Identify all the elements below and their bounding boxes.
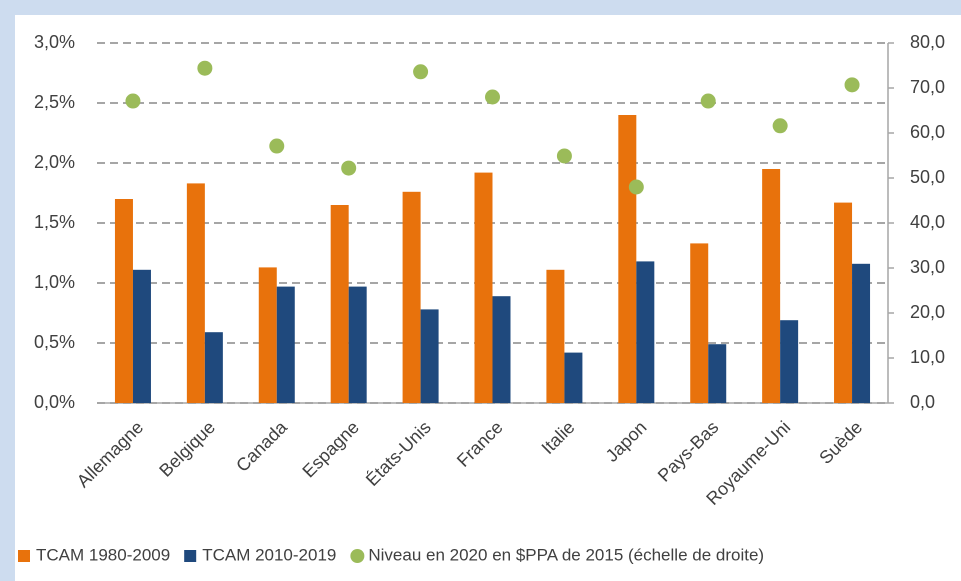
bar	[636, 261, 655, 403]
dot	[197, 60, 213, 76]
bar	[330, 205, 349, 403]
dot	[844, 77, 860, 93]
dot	[700, 93, 716, 109]
y-tick-label: 0,0%	[34, 392, 75, 412]
bar	[204, 332, 223, 403]
bar	[348, 286, 367, 403]
legend-swatch	[350, 549, 365, 563]
bar	[546, 269, 565, 403]
y-tick-label: 0,5%	[34, 332, 75, 352]
legend-swatch	[184, 550, 197, 562]
y2-tick-label: 0,0	[910, 392, 935, 412]
y2-tick-label: 60,0	[910, 122, 945, 142]
bar	[276, 286, 295, 403]
bar	[618, 115, 637, 403]
dot	[628, 179, 644, 195]
y2-tick-label: 20,0	[910, 302, 945, 322]
bar	[492, 296, 511, 403]
dot	[341, 160, 357, 176]
bar	[708, 344, 727, 403]
legend-label: Niveau en 2020 en $PPA de 2015 (échelle …	[368, 545, 764, 564]
dot	[772, 118, 788, 134]
bar	[402, 191, 421, 403]
y-tick-label: 2,0%	[34, 152, 75, 172]
bar	[852, 263, 871, 403]
dot	[485, 89, 500, 105]
bar	[114, 199, 133, 403]
y-tick-label: 3,0%	[34, 32, 75, 52]
y2-tick-label: 80,0	[910, 32, 945, 52]
legend-label: TCAM 1980-2009	[36, 545, 170, 564]
y-tick-label: 1,5%	[34, 212, 75, 232]
dot	[413, 64, 429, 80]
bar	[834, 202, 853, 403]
bar	[258, 267, 277, 403]
bar	[474, 172, 493, 403]
bar	[186, 183, 205, 403]
bar	[564, 352, 583, 403]
y2-tick-label: 70,0	[910, 77, 945, 97]
dot	[269, 138, 285, 154]
y2-tick-label: 40,0	[910, 212, 945, 232]
y2-tick-label: 30,0	[910, 257, 945, 277]
bar	[780, 320, 799, 403]
legend-label: TCAM 2010-2019	[202, 545, 336, 564]
legend-swatch	[18, 550, 30, 562]
bar	[762, 169, 781, 403]
bar	[690, 243, 709, 403]
bar	[132, 269, 151, 403]
y-tick-label: 2,5%	[34, 92, 75, 112]
dot	[556, 148, 572, 164]
dot	[125, 93, 141, 109]
y2-tick-label: 10,0	[910, 347, 945, 367]
y2-tick-label: 50,0	[910, 167, 945, 187]
bar	[420, 309, 439, 403]
y-tick-label: 1,0%	[34, 272, 75, 292]
